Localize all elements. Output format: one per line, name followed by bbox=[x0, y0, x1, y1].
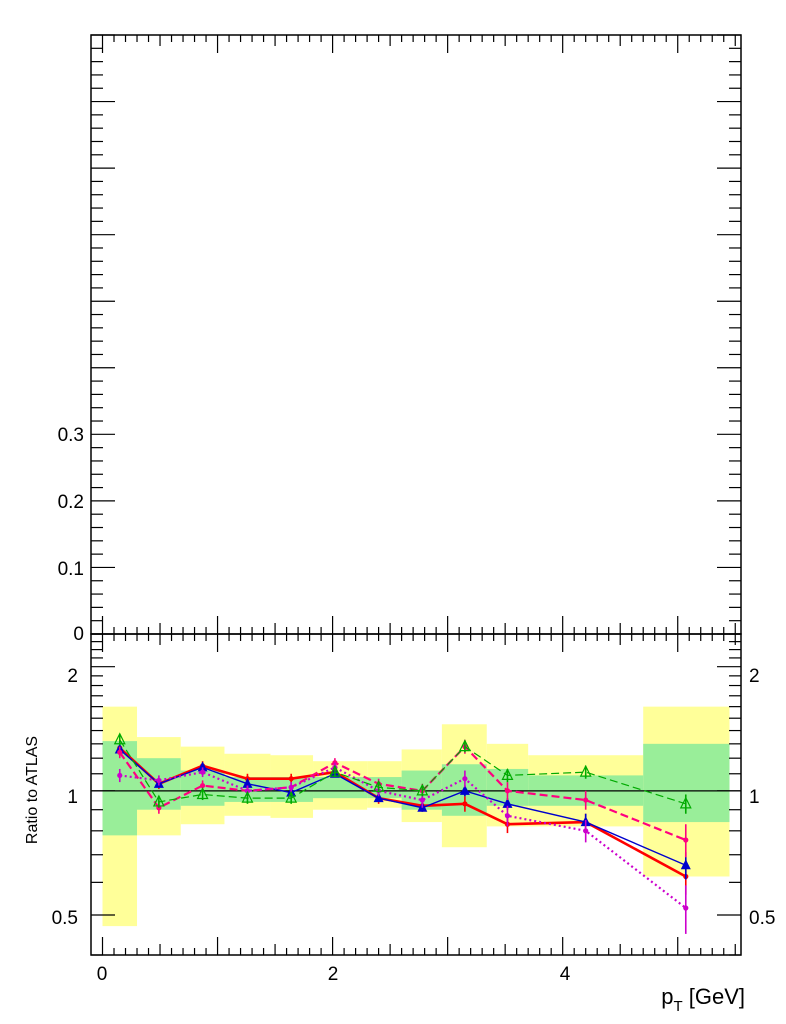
ratio-y-tick-label-2-right: 2 bbox=[749, 666, 760, 687]
series-1-point bbox=[373, 792, 384, 803]
main-frame bbox=[90, 34, 742, 635]
series-3-line bbox=[119, 766, 687, 909]
series-4-line bbox=[119, 739, 686, 805]
series-2-point bbox=[117, 749, 123, 755]
series-1-point bbox=[242, 777, 253, 788]
series-1-line bbox=[119, 748, 687, 866]
series-0-line bbox=[118, 747, 687, 878]
series-3-point bbox=[683, 905, 689, 911]
series-4-point bbox=[285, 790, 298, 803]
series-1-point bbox=[680, 859, 691, 870]
series-0-point bbox=[462, 801, 468, 807]
series-4-point bbox=[416, 783, 429, 796]
x-tick-label-0: 0 bbox=[97, 964, 108, 985]
x-axis-title-main: p bbox=[661, 984, 673, 1009]
series-4-point bbox=[328, 764, 341, 777]
series-4-point bbox=[501, 768, 514, 781]
series-4-point bbox=[152, 794, 165, 807]
series-4-point bbox=[679, 796, 692, 809]
series-3-point bbox=[199, 769, 206, 775]
series-3-point bbox=[156, 777, 162, 784]
main-y-tick-label-0.3: 0.3 bbox=[58, 425, 84, 446]
series-3-point bbox=[117, 772, 123, 779]
y-axis-title: Ratio to ATLAS bbox=[24, 736, 41, 844]
series-2-line bbox=[118, 745, 687, 842]
series-0-point bbox=[288, 776, 294, 782]
x-axis-title-unit: [GeV] bbox=[683, 984, 745, 1009]
series-4-point bbox=[458, 739, 471, 752]
series-2-point bbox=[583, 797, 589, 803]
x-axis-title: pT [GeV] bbox=[661, 984, 745, 1015]
ratio-panel bbox=[90, 633, 742, 956]
series-1-point bbox=[459, 784, 470, 795]
main-y-tick-label-0.1: 0.1 bbox=[58, 559, 84, 580]
series-3-point bbox=[419, 797, 425, 803]
series-3-point bbox=[504, 813, 511, 819]
series-3-point bbox=[583, 828, 589, 834]
ratio-y-tick-label-0.5-right: 0.5 bbox=[749, 908, 775, 929]
ratio-y-tick-label-2-left: 2 bbox=[67, 666, 78, 687]
series-2-point bbox=[504, 788, 511, 794]
series-4-point bbox=[113, 732, 126, 745]
ratio-y-tick-label-0.5-left: 0.5 bbox=[52, 908, 78, 929]
series-1-point bbox=[197, 761, 208, 772]
x-tick-label-2: 2 bbox=[328, 964, 339, 985]
series-4-point bbox=[241, 790, 254, 803]
series-4-point bbox=[579, 764, 592, 777]
series-3-point bbox=[288, 784, 294, 790]
x-axis-title-subscript: T bbox=[673, 998, 682, 1015]
main-panel bbox=[90, 34, 742, 635]
series-4-point bbox=[196, 787, 209, 800]
ratio-y-tick-label-1-left: 1 bbox=[67, 787, 78, 808]
x-tick-label-4: 4 bbox=[560, 964, 571, 985]
main-y-tick-label-0: 0 bbox=[73, 624, 84, 645]
series-2-point bbox=[683, 837, 689, 843]
ratio-y-tick-label-1-right: 1 bbox=[749, 787, 760, 808]
series-2-point bbox=[199, 782, 206, 789]
main-y-tick-label-0.2: 0.2 bbox=[58, 492, 84, 513]
series-3-point bbox=[462, 776, 468, 782]
series-4-point bbox=[372, 779, 385, 792]
ratio-frame bbox=[90, 633, 742, 956]
series-1-point bbox=[502, 797, 513, 808]
